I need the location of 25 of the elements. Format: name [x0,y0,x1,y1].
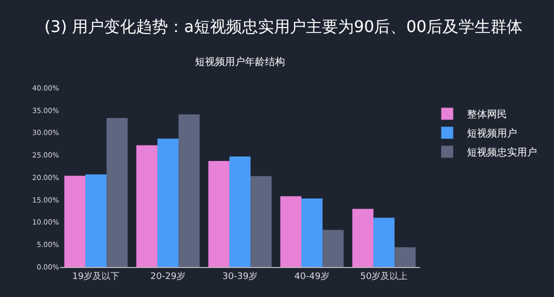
chart-title: (3) 用户变化趋势：a短视频忠实用户主要为90后、00后及学生群体 [44,16,523,36]
legend-label: 短视频忠实用户 [467,146,538,159]
chart-subtitle: 短视频用户年龄结构 [195,56,285,68]
bar [106,118,128,267]
bar [280,196,302,267]
bar [85,174,107,267]
x-tick-label: 19岁及以下 [72,270,120,282]
bar [229,156,251,267]
x-tick-label: 50岁及以上 [360,270,408,282]
legend-label: 整体网民 [467,108,508,121]
bar [394,247,416,267]
bar [373,218,395,267]
bar [136,145,158,267]
bar [352,208,374,267]
bar [64,176,86,267]
bar [322,230,344,267]
bar [178,114,200,267]
bar [208,160,230,267]
bar [157,138,179,267]
x-tick-label: 20-29岁 [150,270,186,282]
legend-label: 短视频用户 [467,128,518,140]
x-tick-label: 40-49岁 [294,270,330,282]
bar [301,198,323,267]
bar [250,176,272,267]
x-tick-label: 30-39岁 [222,270,258,282]
